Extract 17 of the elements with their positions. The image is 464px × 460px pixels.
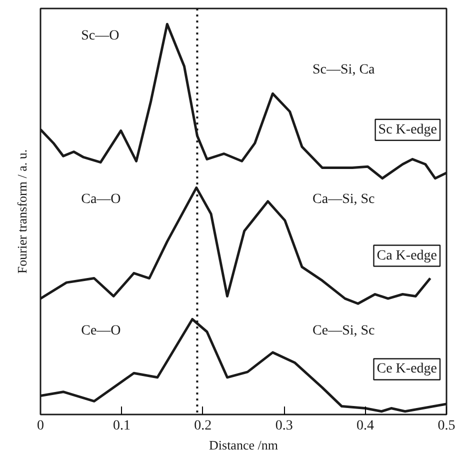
text: Ce K-edge xyxy=(376,362,438,377)
series-label: Ca K-edge xyxy=(376,248,438,264)
annotation: Ce—Si, Sc xyxy=(312,323,375,338)
annotation: Sc—Si, Ca xyxy=(312,62,376,78)
annotation: Ca—Si, Sc xyxy=(312,192,375,207)
x-tick-label: 0.2 xyxy=(194,418,212,434)
text: Sc K-edge xyxy=(378,122,438,138)
x-tick-label: 0.3 xyxy=(275,418,293,434)
annotation: Ca—O xyxy=(81,192,121,207)
x-axis-title: Distance /nm xyxy=(209,438,278,452)
x-tick-label: 0.1 xyxy=(112,418,130,434)
x-tick-label: 0 xyxy=(37,418,44,434)
x-tick-label: 0.5 xyxy=(438,418,456,434)
y-axis-title: Fourier transform / a. u. xyxy=(14,149,30,274)
annotation: Sc—O xyxy=(81,28,120,44)
x-tick-label: 0.4 xyxy=(356,418,374,434)
annotation: Ce—O xyxy=(81,323,121,338)
